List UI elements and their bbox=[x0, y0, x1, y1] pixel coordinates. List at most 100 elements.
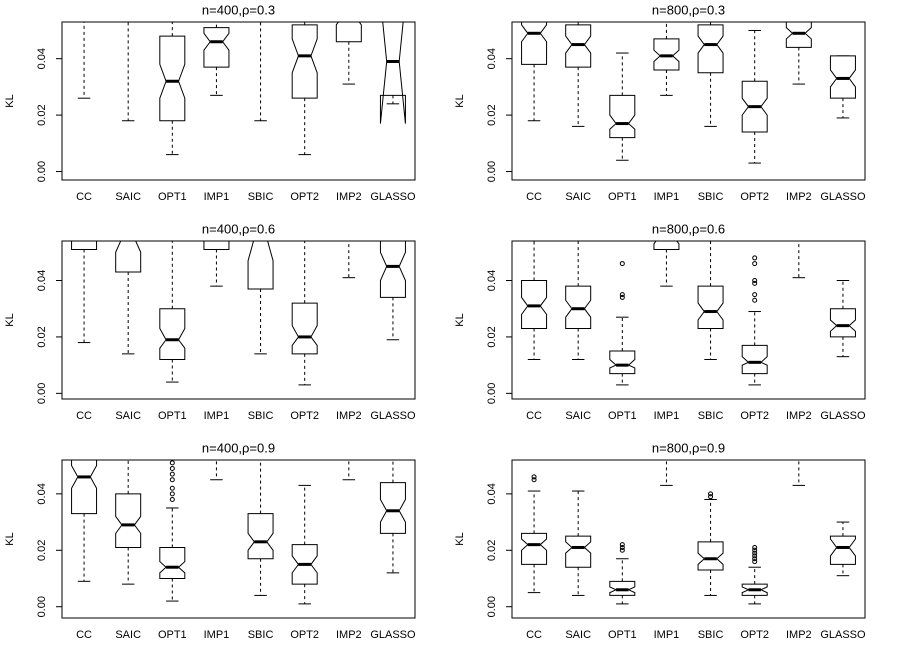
plot-area bbox=[521, 460, 856, 605]
y-tick-label: 0.04 bbox=[486, 48, 498, 69]
panel: n=400,ρ=0.9 KL 0.00 0.02 0.04 CC SAIC OPT1 IMP1 S… bbox=[4, 440, 416, 641]
x-tick-label: SAIC bbox=[565, 629, 591, 641]
plot-area bbox=[71, 460, 406, 605]
x-tick-label: OPT1 bbox=[158, 410, 187, 422]
box bbox=[565, 535, 592, 568]
box bbox=[521, 532, 548, 565]
outlier bbox=[752, 278, 758, 283]
chart-title: n=800,ρ=0.3 bbox=[652, 2, 725, 17]
x-tick-label: SAIC bbox=[115, 629, 141, 641]
x-tick-label: SBIC bbox=[698, 410, 724, 422]
outlier bbox=[531, 474, 537, 480]
plot-frame bbox=[511, 459, 866, 619]
outlier bbox=[752, 292, 758, 298]
outlier bbox=[169, 471, 175, 477]
box bbox=[116, 0, 141, 16]
x-tick-label: GLASSO bbox=[370, 410, 416, 422]
box bbox=[115, 241, 142, 273]
outlier bbox=[752, 255, 758, 261]
outlier bbox=[752, 544, 758, 550]
x-tick-label: SBIC bbox=[698, 629, 724, 641]
box bbox=[115, 493, 142, 548]
x-tick-label: SBIC bbox=[698, 191, 724, 203]
box bbox=[379, 22, 406, 124]
plot-area bbox=[77, 0, 406, 156]
x-tick-label: SBIC bbox=[248, 410, 274, 422]
x-tick-label: IMP1 bbox=[204, 191, 230, 203]
x-tick-label: CC bbox=[76, 410, 92, 422]
outlier bbox=[752, 547, 758, 553]
chart-title: n=400,ρ=0.3 bbox=[202, 2, 275, 17]
outlier bbox=[619, 542, 625, 548]
box bbox=[697, 285, 724, 329]
outlier bbox=[169, 465, 175, 471]
plot-frame bbox=[61, 459, 416, 619]
y-tick-label: 0.00 bbox=[486, 596, 498, 617]
x-tick-label: OPT2 bbox=[740, 629, 769, 641]
x-tick-label: SBIC bbox=[248, 629, 274, 641]
x-tick-label: IMP1 bbox=[654, 410, 680, 422]
outlier bbox=[752, 559, 758, 565]
panel: n=400,ρ=0.6 KL 0.00 0.02 0.04 CC SAIC OPT1 IMP1 S… bbox=[4, 221, 416, 422]
box bbox=[203, 27, 230, 68]
plot-frame bbox=[511, 240, 866, 400]
x-tick-label: CC bbox=[76, 629, 92, 641]
x-tick-label: IMP2 bbox=[336, 629, 362, 641]
y-axis-label: KL bbox=[4, 313, 16, 326]
outlier bbox=[752, 556, 758, 562]
y-tick-label: 0.04 bbox=[36, 270, 48, 291]
outlier bbox=[619, 547, 625, 553]
y-tick-label: 0.04 bbox=[486, 270, 498, 291]
box bbox=[291, 302, 318, 355]
box bbox=[203, 241, 230, 250]
y-tick-label: 0.04 bbox=[36, 483, 48, 504]
box bbox=[609, 350, 636, 375]
x-tick-label: GLASSO bbox=[820, 191, 866, 203]
outlier bbox=[708, 494, 714, 500]
x-tick-label: SAIC bbox=[565, 410, 591, 422]
box bbox=[379, 482, 406, 534]
outlier bbox=[531, 477, 537, 483]
chart-title: n=400,ρ=0.6 bbox=[202, 221, 275, 236]
x-tick-label: OPT1 bbox=[608, 629, 637, 641]
box bbox=[697, 541, 724, 571]
box bbox=[741, 344, 768, 375]
outlier bbox=[619, 294, 625, 300]
x-tick-label: GLASSO bbox=[820, 410, 866, 422]
x-tick-label: OPT2 bbox=[290, 410, 319, 422]
box bbox=[247, 513, 274, 560]
chart-title: n=800,ρ=0.6 bbox=[652, 221, 725, 236]
x-tick-label: OPT2 bbox=[290, 191, 319, 203]
plot-area bbox=[71, 241, 406, 386]
outlier bbox=[752, 297, 758, 303]
box bbox=[291, 24, 318, 99]
box bbox=[335, 22, 362, 43]
box bbox=[379, 241, 406, 298]
x-tick-label: CC bbox=[526, 410, 542, 422]
outlier bbox=[169, 497, 175, 502]
y-tick-label: 0.00 bbox=[36, 596, 48, 617]
x-tick-label: OPT2 bbox=[740, 191, 769, 203]
panel: n=800,ρ=0.6 KL 0.00 0.02 0.04 CC SAIC OPT1 IMP1 S… bbox=[454, 221, 866, 422]
y-tick-label: 0.04 bbox=[36, 48, 48, 69]
box bbox=[829, 535, 856, 565]
plot-frame bbox=[61, 21, 416, 181]
box bbox=[521, 22, 548, 65]
x-tick-label: SAIC bbox=[115, 410, 141, 422]
x-tick-label: OPT2 bbox=[290, 629, 319, 641]
panel: n=400,ρ=0.3 KL 0.00 0.02 0.04 CC SAIC OPT1 IMP1 S… bbox=[4, 0, 416, 203]
y-axis-label: KL bbox=[454, 532, 466, 545]
outlier bbox=[752, 550, 758, 556]
x-tick-label: GLASSO bbox=[370, 629, 416, 641]
y-tick-label: 0.00 bbox=[36, 383, 48, 404]
plot-area bbox=[521, 22, 856, 164]
y-axis-label: KL bbox=[4, 532, 16, 545]
x-tick-label: GLASSO bbox=[370, 191, 416, 203]
box bbox=[159, 308, 186, 360]
box bbox=[71, 241, 98, 250]
x-tick-label: IMP2 bbox=[786, 191, 812, 203]
box bbox=[247, 241, 274, 290]
x-tick-label: OPT1 bbox=[608, 191, 637, 203]
x-tick-label: IMP1 bbox=[204, 410, 230, 422]
outlier bbox=[619, 544, 625, 550]
